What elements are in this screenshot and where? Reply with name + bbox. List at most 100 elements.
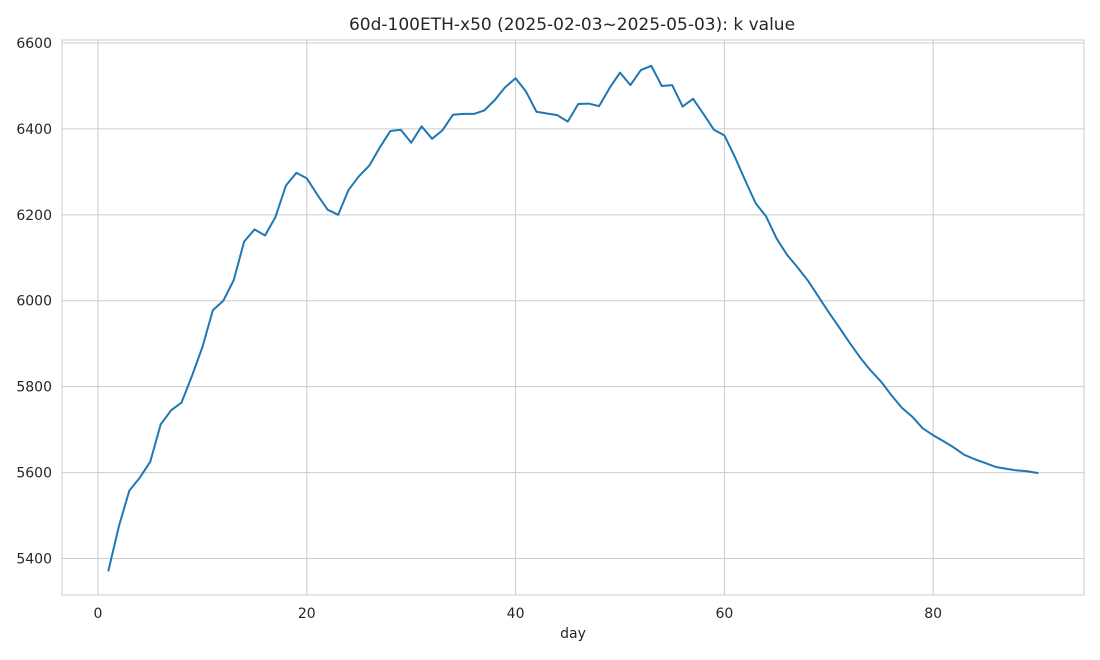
data-point	[943, 440, 945, 442]
y-tick-label: 6400	[16, 122, 52, 138]
data-point	[1026, 470, 1028, 472]
data-point	[828, 311, 830, 313]
tick-labels: 5400 5600 5800 6000 6200 6400 6600 0 20 40 60 80	[16, 36, 942, 622]
data-point	[765, 216, 767, 218]
data-point	[807, 280, 809, 282]
data-point	[201, 346, 203, 348]
data-point	[337, 214, 339, 216]
data-point	[1005, 468, 1007, 470]
data-point	[139, 477, 141, 479]
data-point	[713, 129, 715, 131]
data-point	[515, 77, 517, 79]
data-point	[233, 279, 235, 281]
data-point	[327, 209, 329, 211]
series-line	[107, 64, 1039, 572]
data-point	[556, 114, 558, 116]
data-point	[525, 91, 527, 93]
data-point	[849, 342, 851, 344]
data-point	[254, 228, 256, 230]
grid-lines	[62, 40, 1084, 595]
data-point	[932, 434, 934, 436]
plot-area	[61, 39, 1085, 596]
y-tick-label: 5600	[16, 466, 52, 482]
data-point	[181, 402, 183, 404]
data-point	[212, 309, 214, 311]
data-point	[462, 113, 464, 115]
data-point	[295, 172, 297, 174]
series-layer	[107, 64, 1039, 572]
x-tick-label: 0	[94, 606, 103, 622]
data-point	[817, 295, 819, 297]
data-point	[609, 87, 611, 89]
data-point	[796, 266, 798, 268]
data-point	[723, 134, 725, 136]
data-point	[494, 99, 496, 101]
data-point	[535, 111, 537, 113]
data-point	[264, 234, 266, 236]
data-point	[379, 146, 381, 148]
data-point	[473, 113, 475, 115]
data-point	[619, 72, 621, 74]
data-point	[191, 375, 193, 377]
data-point	[859, 356, 861, 358]
data-point	[744, 179, 746, 181]
data-point	[483, 109, 485, 111]
data-point	[504, 86, 506, 88]
y-tick-label: 5800	[16, 380, 52, 396]
data-point	[995, 466, 997, 468]
data-point	[149, 461, 151, 463]
data-point	[974, 458, 976, 460]
x-tick-label: 60	[715, 606, 733, 622]
data-point	[107, 570, 109, 572]
data-point	[306, 177, 308, 179]
data-point	[598, 105, 600, 107]
data-point	[922, 427, 924, 429]
y-tick-label: 6200	[16, 208, 52, 224]
data-point	[870, 369, 872, 371]
data-point	[546, 112, 548, 114]
data-point	[567, 121, 569, 123]
data-point	[588, 103, 590, 105]
data-point	[577, 103, 579, 105]
data-point	[431, 138, 433, 140]
data-point	[755, 202, 757, 204]
data-point	[118, 525, 120, 527]
data-point	[901, 407, 903, 409]
data-point	[890, 394, 892, 396]
data-point	[400, 129, 402, 131]
y-tick-label: 6600	[16, 36, 52, 52]
x-tick-label: 40	[507, 606, 525, 622]
data-point	[984, 462, 986, 464]
data-point	[358, 175, 360, 177]
data-point	[274, 216, 276, 218]
data-point	[671, 84, 673, 86]
data-point	[389, 130, 391, 132]
y-tick-label: 5400	[16, 551, 52, 567]
data-point	[629, 84, 631, 86]
data-point	[838, 326, 840, 328]
data-point	[650, 65, 652, 67]
data-point	[452, 114, 454, 116]
data-point	[442, 129, 444, 131]
data-point	[316, 194, 318, 196]
data-point	[410, 142, 412, 144]
data-point	[734, 156, 736, 158]
x-tick-label: 80	[924, 606, 942, 622]
data-point	[222, 300, 224, 302]
x-axis-label: day	[560, 626, 586, 642]
data-point	[776, 237, 778, 239]
data-point	[682, 106, 684, 108]
data-point	[692, 98, 694, 100]
data-point	[421, 125, 423, 127]
data-point	[348, 189, 350, 191]
data-point	[786, 254, 788, 256]
chart-title: 60d-100ETH-x50 (2025-02-03~2025-05-03): …	[349, 15, 795, 35]
data-point	[963, 454, 965, 456]
data-point	[1016, 469, 1018, 471]
data-point	[640, 69, 642, 71]
data-point	[880, 381, 882, 383]
data-point	[170, 409, 172, 411]
data-point	[1037, 472, 1039, 474]
data-point	[243, 240, 245, 242]
